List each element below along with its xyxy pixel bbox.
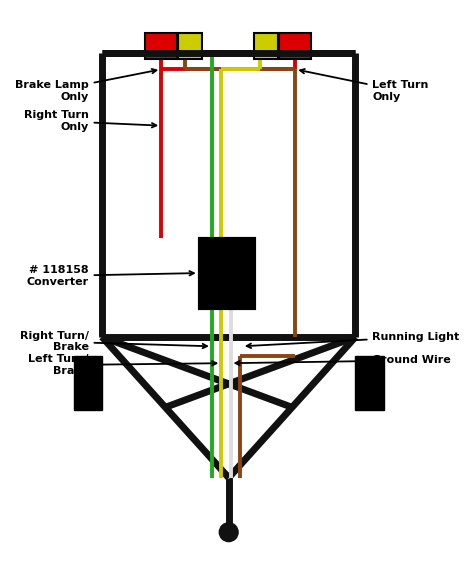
Text: Left Turn/
Brake: Left Turn/ Brake: [28, 354, 217, 376]
Bar: [356, 356, 383, 410]
Bar: [279, 33, 311, 59]
Text: Brake Lamp
Only: Brake Lamp Only: [15, 69, 156, 102]
Bar: [199, 239, 255, 309]
Circle shape: [219, 523, 238, 541]
Bar: [254, 33, 278, 59]
Text: Right Turn/
Brake: Right Turn/ Brake: [20, 331, 207, 353]
Bar: [74, 356, 102, 410]
Text: Running Light: Running Light: [246, 332, 460, 348]
Text: Ground Wire: Ground Wire: [236, 356, 451, 365]
Bar: [178, 33, 202, 59]
Text: # 118158
Converter: # 118158 Converter: [27, 265, 194, 287]
Bar: [199, 239, 255, 309]
Text: Right Turn
Only: Right Turn Only: [24, 110, 156, 132]
Text: Left Turn
Only: Left Turn Only: [300, 69, 429, 102]
Bar: [145, 33, 177, 59]
